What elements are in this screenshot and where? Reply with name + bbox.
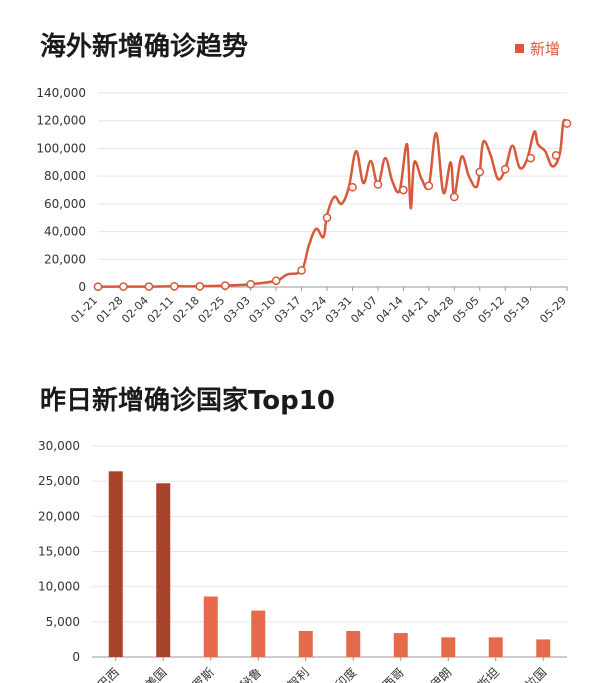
data-point [297,266,306,275]
bar-2 [156,483,171,657]
y-tick-label: 20,000 [44,252,86,266]
x-tick-label: 拉国 [522,665,550,683]
x-tick-label: 04-21 [399,294,431,326]
data-point [322,213,332,223]
bar-10 [536,639,551,657]
data-point [526,153,535,163]
bar-5 [298,630,313,657]
x-tick-label: 05-12 [476,294,508,326]
y-tick-label: 120,000 [36,114,86,128]
x-tick-label: 04-14 [374,294,406,326]
x-tick-label: 02-18 [170,294,202,326]
y-tick-label: 15,000 [38,545,80,559]
x-tick-label: 伊朗 [427,665,454,683]
x-tick-label: 02-04 [119,294,151,326]
y-tick-label: 60,000 [44,197,86,211]
data-point [551,151,561,160]
bar-1 [108,471,123,657]
x-tick-label: 03-31 [323,294,355,326]
x-tick-label: 智利 [284,665,312,683]
x-tick-label: 美国 [142,665,169,683]
x-tick-label: 03-10 [246,294,278,326]
data-point [119,282,128,291]
y-tick-label: 40,000 [44,225,86,239]
series-line-xinzeng [97,118,568,288]
bar-9 [488,637,503,657]
x-tick-label: 03-24 [297,294,329,326]
y-tick-label: 10,000 [38,580,80,594]
x-tick-label: 罗斯 [190,665,217,683]
x-tick-label: 05-05 [450,294,482,326]
data-point [373,180,383,189]
x-tick-label: 01-21 [68,294,100,326]
y-tick-label: 30,000 [38,439,80,453]
x-tick-label: 03-03 [221,294,253,326]
x-tick-label: 西哥 [380,665,407,683]
x-tick-label: 斯坦 [475,665,502,683]
data-point [449,192,459,202]
data-point [399,185,408,195]
x-tick-label: 04-28 [425,294,457,326]
y-tick-label: 140,000 [36,86,86,100]
x-tick-label: 03-17 [272,294,304,326]
data-point [246,279,256,289]
x-tick-label: 秘鲁 [237,665,264,683]
chart-title-trend: 海外新增确诊趋势 [40,32,249,62]
bar-7 [393,633,408,657]
y-tick-label: 5,000 [46,615,80,629]
bar-3 [203,596,218,657]
data-point [500,164,510,174]
chart-title-top10: 昨日新增确诊国家Top10 [40,386,335,416]
x-tick-label: 01-28 [94,294,126,326]
bar-8 [441,637,456,657]
x-tick-label: 05-19 [501,294,533,326]
data-point [271,276,281,286]
x-tick-label: 02-25 [196,294,228,326]
x-tick-label: 印度 [332,665,360,683]
y-tick-label: 0 [78,280,86,294]
legend-swatch [514,44,524,53]
x-tick-label: 巴西 [95,665,122,683]
legend[interactable]: 新增 [514,38,560,59]
x-tick-label: 05-29 [537,294,569,326]
data-point [93,282,103,292]
data-point [475,167,485,177]
x-tick-label: 02-11 [145,294,177,326]
bar-6 [346,630,361,657]
x-tick-label: 04-07 [348,294,380,326]
data-point [424,181,434,191]
legend-label: 新增 [529,40,560,58]
data-point [220,281,230,290]
data-point [169,281,179,291]
y-tick-label: 100,000 [36,141,86,155]
y-tick-label: 20,000 [38,509,80,523]
data-point [195,281,205,291]
data-point [562,119,572,128]
data-point [348,182,357,192]
bar-4 [251,610,266,657]
data-point [144,282,154,291]
line-chart: 0 20,000 40,000 60,000 80,000 100,000 120,000 1… [36,86,572,326]
y-tick-label: 25,000 [38,474,80,488]
y-tick-label: 80,000 [44,169,86,183]
y-tick-label: 0 [72,650,80,664]
